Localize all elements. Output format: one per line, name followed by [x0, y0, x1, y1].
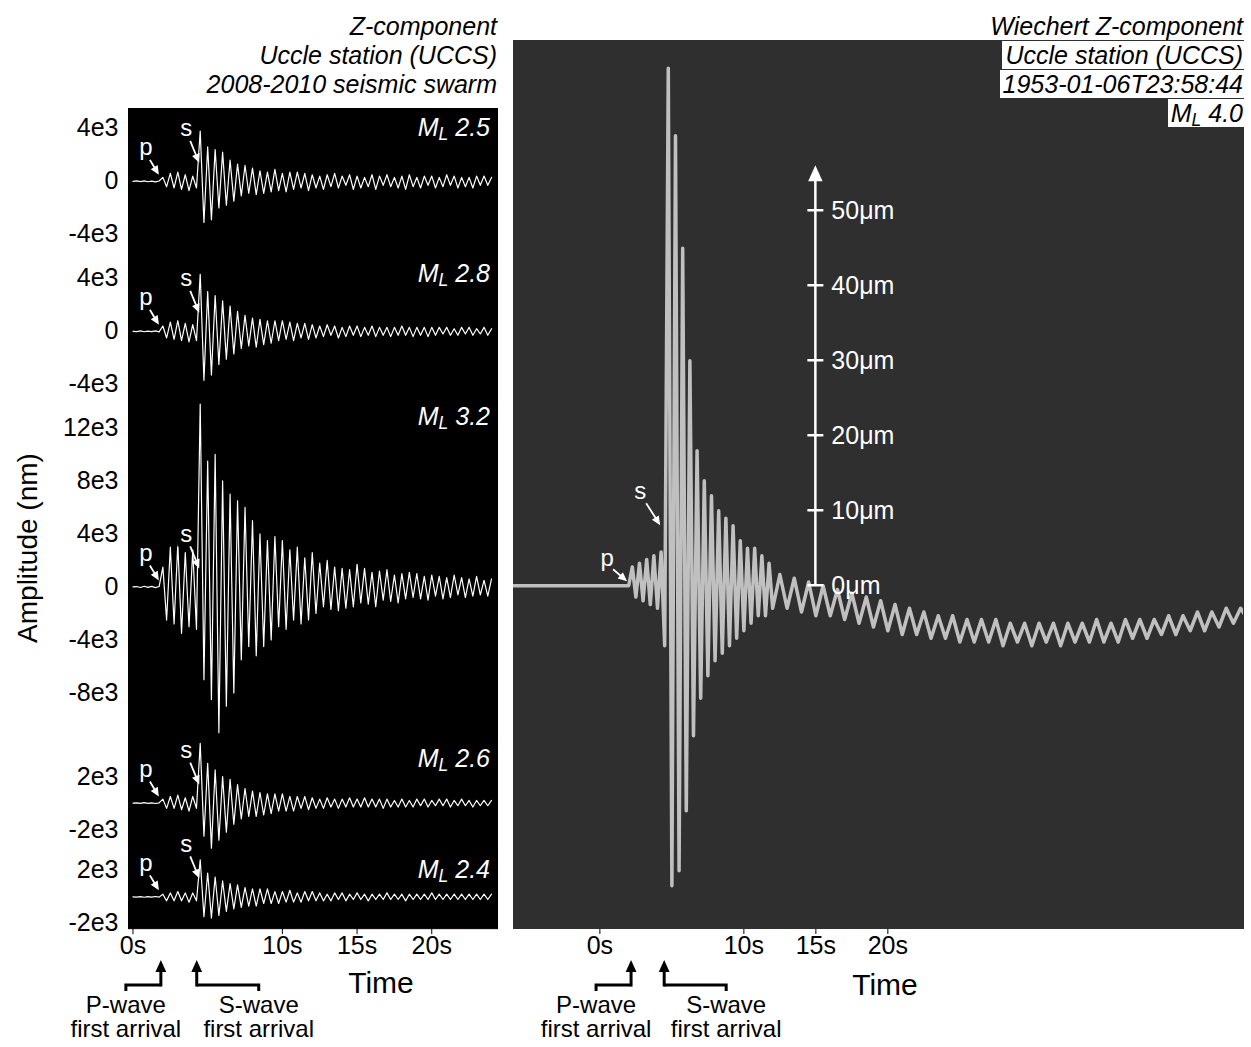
html-text:2008-2010 seismic swarm: 2008-2010 seismic swarm [206, 70, 497, 98]
svg-text:10s: 10s [262, 931, 302, 959]
svg-text:-4e3: -4e3 [68, 625, 118, 653]
svg-text:first arrival: first arrival [71, 1015, 182, 1042]
svg-text:40μm: 40μm [831, 271, 894, 299]
html-text:Wiechert Z-component: Wiechert Z-component [990, 12, 1243, 40]
svg-text:s: s [180, 264, 192, 291]
html-text:1953-01-06T23:58:44: 1953-01-06T23:58:44 [1002, 70, 1243, 98]
svg-text:-4e3: -4e3 [68, 369, 118, 397]
svg-text:4e3: 4e3 [77, 519, 119, 547]
html-text:ML2.8: ML2.8 [417, 258, 490, 291]
svg-text:10μm: 10μm [831, 496, 894, 524]
svg-text:Time: Time [852, 968, 918, 1001]
svg-text:2e3: 2e3 [77, 855, 119, 883]
svg-text:p: p [600, 544, 613, 571]
svg-text:0: 0 [105, 316, 119, 344]
svg-text:0μm: 0μm [831, 571, 880, 599]
svg-text:-2e3: -2e3 [68, 908, 118, 936]
svg-text:10s: 10s [724, 931, 764, 959]
svg-text:4e3: 4e3 [77, 263, 119, 291]
svg-text:first arrival: first arrival [671, 1015, 782, 1042]
svg-text:first arrival: first arrival [203, 1015, 314, 1042]
svg-text:20s: 20s [412, 931, 452, 959]
svg-text:-8e3: -8e3 [68, 678, 118, 706]
svg-text:first arrival: first arrival [541, 1015, 652, 1042]
svg-text:p: p [139, 849, 152, 876]
svg-text:s: s [180, 830, 192, 857]
svg-text:15s: 15s [337, 931, 377, 959]
svg-text:8e3: 8e3 [77, 466, 119, 494]
svg-text:S-wave: S-wave [686, 991, 766, 1018]
html-text:ML2.6: ML2.6 [417, 743, 490, 775]
svg-text:50μm: 50μm [831, 196, 894, 224]
svg-text:0s: 0s [587, 931, 613, 959]
html-text:ML4.0: ML4.0 [1170, 99, 1243, 131]
html-text:ML2.5: ML2.5 [417, 113, 490, 145]
html-text:Uccle station (UCCS): Uccle station (UCCS) [1005, 41, 1243, 69]
svg-text:4e3: 4e3 [77, 113, 119, 141]
html-text:ML2.4: ML2.4 [417, 854, 490, 887]
svg-text:-2e3: -2e3 [68, 814, 118, 842]
svg-text:s: s [180, 520, 192, 547]
svg-text:s: s [180, 114, 192, 141]
svg-text:-4e3: -4e3 [68, 219, 118, 247]
svg-text:p: p [139, 539, 152, 566]
svg-text:12e3: 12e3 [63, 413, 119, 441]
html-text:Z-component: Z-component [349, 12, 497, 40]
svg-text:p: p [139, 755, 152, 782]
svg-text:s: s [634, 477, 646, 504]
svg-text:20s: 20s [868, 931, 908, 959]
svg-text:2e3: 2e3 [77, 761, 119, 789]
svg-text:Time: Time [348, 966, 414, 999]
svg-text:p: p [139, 283, 152, 310]
svg-text:15s: 15s [796, 931, 836, 959]
svg-text:S-wave: S-wave [219, 991, 299, 1018]
svg-text:p: p [139, 133, 152, 160]
svg-text:Amplitude (nm): Amplitude (nm) [12, 453, 43, 643]
svg-text:P-wave: P-wave [86, 991, 166, 1018]
svg-text:P-wave: P-wave [556, 991, 636, 1018]
svg-text:s: s [180, 736, 192, 763]
svg-text:20μm: 20μm [831, 421, 894, 449]
svg-text:0: 0 [105, 572, 119, 600]
svg-text:0s: 0s [120, 931, 146, 959]
html-text:Uccle station (UCCS): Uccle station (UCCS) [259, 41, 497, 69]
html-text:ML3.2: ML3.2 [417, 401, 490, 434]
svg-text:30μm: 30μm [831, 346, 894, 374]
svg-text:0: 0 [105, 166, 119, 194]
